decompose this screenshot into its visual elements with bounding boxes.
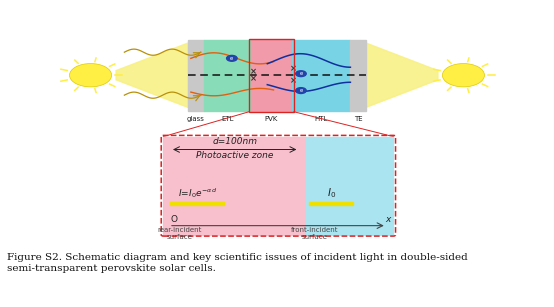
- Text: $I_0$: $I_0$: [327, 187, 336, 200]
- Text: e: e: [299, 88, 302, 93]
- Text: TE: TE: [354, 116, 362, 122]
- Text: PVK: PVK: [265, 116, 278, 122]
- Text: ×: ×: [250, 68, 257, 77]
- Text: e: e: [299, 71, 302, 76]
- Bar: [170, 202, 224, 205]
- Circle shape: [70, 64, 112, 87]
- Text: ETL: ETL: [221, 116, 233, 122]
- Polygon shape: [116, 43, 188, 107]
- Bar: [293, 40, 351, 111]
- Text: d=100nm: d=100nm: [212, 137, 257, 146]
- Circle shape: [296, 71, 306, 77]
- Bar: [188, 40, 204, 111]
- Text: rear-incident
surface: rear-incident surface: [158, 227, 202, 240]
- Bar: [163, 137, 306, 235]
- Text: O: O: [171, 216, 178, 224]
- Bar: [351, 40, 366, 111]
- Bar: [249, 39, 294, 112]
- Text: e: e: [230, 56, 233, 61]
- Bar: [163, 137, 393, 235]
- Circle shape: [443, 64, 485, 87]
- Text: Figure S2. Schematic diagram and key scientific issues of incident light in doub: Figure S2. Schematic diagram and key sci…: [7, 253, 468, 273]
- Bar: [310, 202, 353, 205]
- Text: ×: ×: [250, 74, 257, 84]
- Text: glass: glass: [187, 116, 205, 122]
- Text: front-incident
surface: front-incident surface: [290, 227, 338, 240]
- Bar: [251, 40, 293, 111]
- Text: ×: ×: [290, 64, 297, 73]
- Bar: [306, 137, 393, 235]
- Polygon shape: [366, 43, 438, 107]
- Text: HTL: HTL: [315, 116, 328, 122]
- Text: ×: ×: [290, 76, 297, 85]
- Circle shape: [296, 88, 306, 94]
- Text: Photoactive zone: Photoactive zone: [196, 151, 273, 160]
- Circle shape: [227, 55, 237, 61]
- Text: $I\!=\!I_0e^{-\alpha d}$: $I\!=\!I_0e^{-\alpha d}$: [178, 187, 217, 200]
- Bar: [204, 40, 251, 111]
- Text: x: x: [385, 216, 391, 224]
